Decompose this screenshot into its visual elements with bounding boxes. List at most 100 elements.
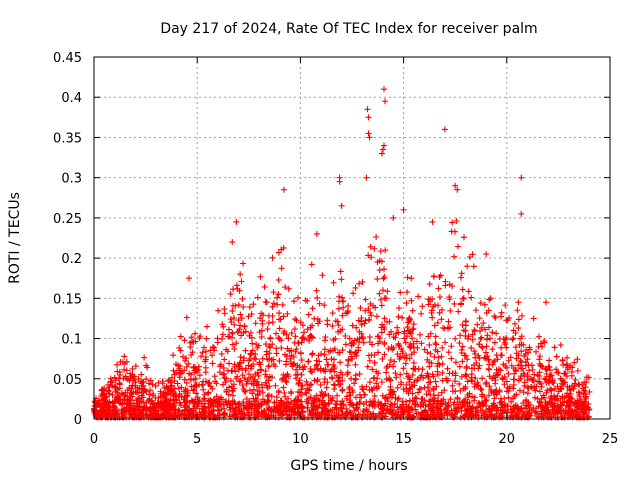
data-point bbox=[356, 328, 363, 335]
data-point bbox=[558, 385, 565, 392]
data-point bbox=[151, 408, 158, 415]
data-point bbox=[321, 375, 328, 382]
data-point bbox=[383, 369, 390, 376]
data-point bbox=[233, 218, 240, 225]
data-point bbox=[463, 365, 470, 372]
data-point bbox=[162, 406, 169, 413]
data-point bbox=[483, 251, 490, 258]
data-point bbox=[361, 391, 368, 398]
data-point bbox=[456, 363, 463, 370]
data-point bbox=[466, 399, 473, 406]
data-point bbox=[376, 257, 383, 264]
data-point bbox=[227, 316, 234, 323]
data-point bbox=[549, 396, 556, 403]
data-point bbox=[356, 280, 363, 287]
data-point bbox=[493, 330, 500, 337]
data-point bbox=[510, 385, 517, 392]
data-point bbox=[485, 365, 492, 372]
data-point bbox=[297, 319, 304, 326]
data-point bbox=[165, 377, 172, 384]
data-point bbox=[208, 408, 215, 415]
data-point bbox=[585, 374, 592, 381]
data-point bbox=[397, 381, 404, 388]
data-point bbox=[510, 335, 517, 342]
data-point bbox=[379, 392, 386, 399]
data-point bbox=[517, 362, 524, 369]
data-point bbox=[381, 315, 388, 322]
data-point bbox=[405, 409, 412, 416]
data-point bbox=[508, 398, 515, 405]
data-point bbox=[498, 352, 505, 359]
data-point bbox=[242, 347, 249, 354]
data-point bbox=[486, 408, 493, 415]
data-point bbox=[371, 359, 378, 366]
data-point bbox=[321, 302, 328, 309]
data-point bbox=[121, 360, 128, 367]
data-point bbox=[202, 413, 209, 420]
data-point bbox=[285, 395, 292, 402]
data-point bbox=[449, 388, 456, 395]
data-point bbox=[480, 320, 487, 327]
data-point bbox=[313, 230, 320, 237]
data-point bbox=[391, 400, 398, 407]
data-point bbox=[121, 366, 128, 373]
data-point bbox=[392, 370, 399, 377]
data-point bbox=[442, 339, 449, 346]
data-point bbox=[504, 388, 511, 395]
data-point bbox=[269, 319, 276, 326]
data-point bbox=[283, 353, 290, 360]
data-point bbox=[507, 406, 514, 413]
data-point bbox=[491, 339, 498, 346]
data-point bbox=[263, 299, 270, 306]
data-point bbox=[358, 394, 365, 401]
data-point bbox=[228, 319, 235, 326]
data-point bbox=[387, 391, 394, 398]
data-point bbox=[310, 411, 317, 418]
data-point bbox=[290, 298, 297, 305]
data-point bbox=[381, 351, 388, 358]
data-point bbox=[274, 294, 281, 301]
data-point bbox=[215, 395, 222, 402]
data-point bbox=[129, 382, 136, 389]
data-point bbox=[449, 283, 456, 290]
data-point bbox=[485, 392, 492, 399]
data-point bbox=[403, 355, 410, 362]
data-point bbox=[248, 311, 255, 318]
data-point bbox=[419, 303, 426, 310]
data-point bbox=[482, 355, 489, 362]
data-point bbox=[285, 335, 292, 342]
data-point bbox=[531, 394, 538, 401]
data-point bbox=[457, 274, 464, 281]
data-point bbox=[452, 335, 459, 342]
data-point bbox=[469, 336, 476, 343]
data-point bbox=[548, 387, 555, 394]
data-point bbox=[389, 409, 396, 416]
data-point bbox=[322, 337, 329, 344]
data-point bbox=[418, 409, 425, 416]
data-point bbox=[318, 388, 325, 395]
data-point bbox=[361, 320, 368, 327]
data-point bbox=[283, 400, 290, 407]
data-point bbox=[395, 313, 402, 320]
data-point bbox=[463, 408, 470, 415]
data-point bbox=[237, 311, 244, 318]
data-point bbox=[177, 347, 184, 354]
data-point bbox=[515, 325, 522, 332]
data-point bbox=[513, 391, 520, 398]
data-point bbox=[239, 372, 246, 379]
data-point bbox=[513, 355, 520, 362]
data-point bbox=[191, 364, 198, 371]
data-point bbox=[265, 319, 272, 326]
data-point bbox=[214, 403, 221, 410]
data-point bbox=[425, 301, 432, 308]
data-point bbox=[389, 401, 396, 408]
data-point bbox=[570, 400, 577, 407]
data-point bbox=[197, 333, 204, 340]
data-point bbox=[582, 391, 589, 398]
data-point bbox=[434, 302, 441, 309]
data-point bbox=[143, 376, 150, 383]
data-point bbox=[111, 374, 118, 381]
data-point bbox=[347, 349, 354, 356]
data-point bbox=[503, 364, 510, 371]
data-point bbox=[454, 394, 461, 401]
